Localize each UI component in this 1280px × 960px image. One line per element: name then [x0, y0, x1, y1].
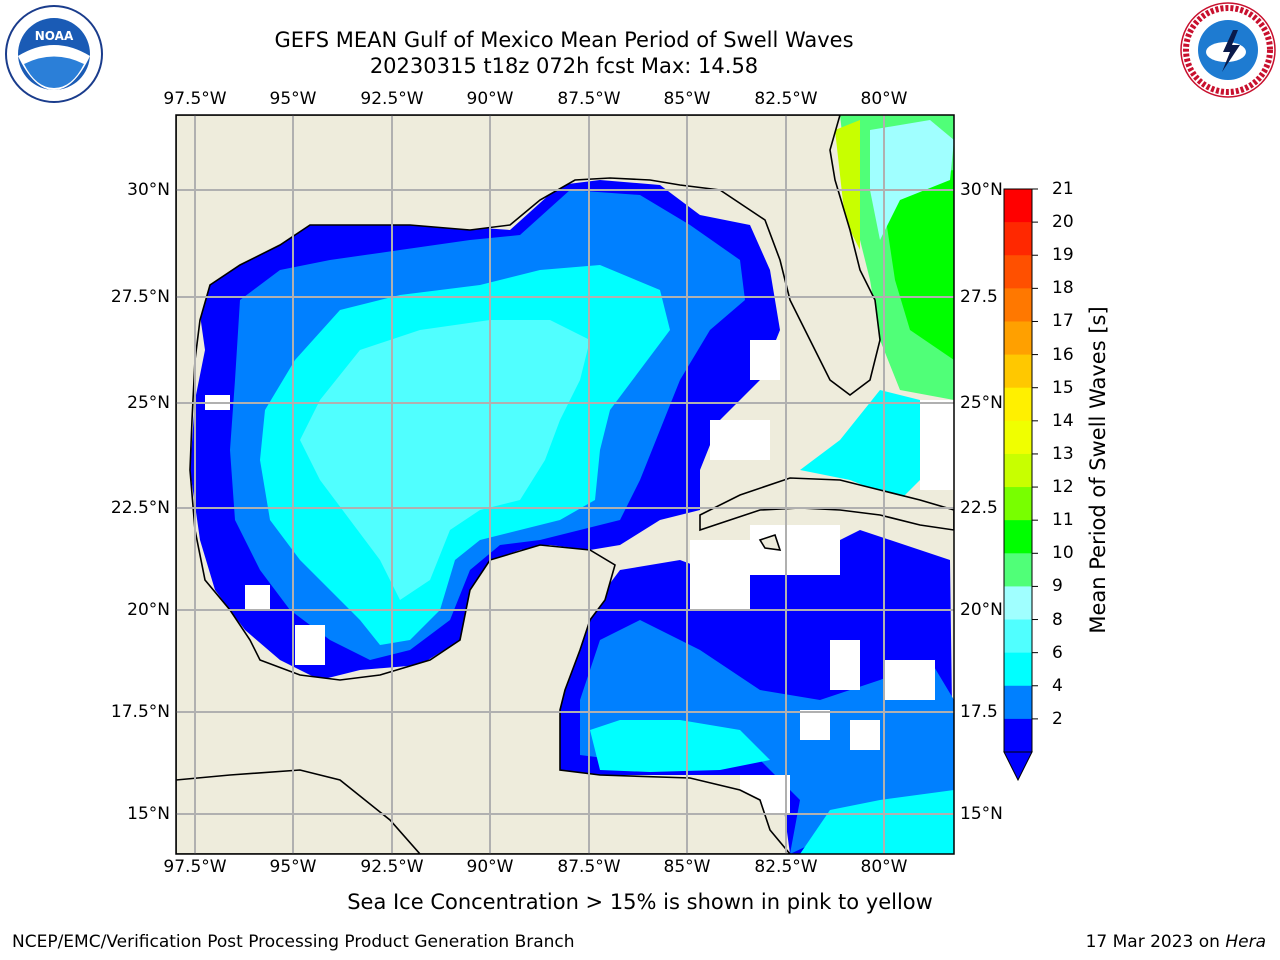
graticule: [176, 115, 954, 854]
lon-tick-bottom-85W: 85°W: [663, 857, 711, 877]
lat-tick-left-15N: 15°N: [127, 804, 170, 824]
colorbar-tick-label: 19: [1052, 245, 1074, 266]
lon-tick-top-80W: 80°W: [860, 89, 908, 109]
colorbar-tick-label: 13: [1052, 443, 1074, 464]
map-area: [176, 115, 954, 854]
caribbean-cyan: [590, 720, 770, 772]
sea-ice-note: Sea Ice Concentration > 15% is shown in …: [347, 890, 933, 914]
colorbar-segment: [1004, 520, 1032, 554]
lon-tick-bottom-87.5W: 87.5°W: [557, 857, 621, 877]
lat-tick-left-17.5N: 17.5°N: [110, 702, 170, 722]
noaa-logo-text: NOAA: [35, 29, 74, 43]
lon-tick-top-95W: 95°W: [269, 89, 317, 109]
colorbar-tick-label: 6: [1052, 642, 1063, 663]
lat-tick-right-27.5: 27.5: [960, 287, 998, 307]
lat-tick-right-30N: 30°N: [960, 180, 1003, 200]
lon-tick-top-87.5W: 87.5°W: [557, 89, 621, 109]
colorbar-tick-label: 14: [1052, 410, 1074, 431]
colorbar-tick-label: 10: [1052, 543, 1074, 564]
colorbar-frame: [1003, 188, 1033, 753]
colorbar-segment: [1004, 718, 1032, 753]
colorbar-tick-label: 8: [1052, 609, 1063, 630]
map-frame: [175, 114, 955, 855]
atlantic-cyan: [870, 120, 954, 240]
colorbar-segment: [1004, 619, 1032, 654]
colorbar-tick-label: 4: [1052, 675, 1063, 696]
colorbar-segment: [1004, 652, 1032, 687]
gulf-center: [300, 320, 590, 600]
lat-tick-right-15N: 15°N: [960, 804, 1003, 824]
lat-tick-right-17.5: 17.5: [960, 702, 998, 722]
lon-tick-top-85W: 85°W: [663, 89, 711, 109]
colorbar-segment: [1004, 586, 1032, 621]
lon-tick-bottom-97.5W: 97.5°W: [163, 857, 227, 877]
colorbar-segment: [1004, 255, 1032, 289]
lat-tick-left-27.5N: 27.5°N: [110, 287, 170, 307]
lon-tick-bottom-90W: 90°W: [466, 857, 514, 877]
lat-tick-left-25N: 25°N: [127, 393, 170, 413]
host-name: Hera: [1225, 932, 1266, 952]
chart-subtitle: 20230315 t18z 072h fcst Max: 14.58: [369, 54, 759, 78]
lon-tick-bottom-92.5W: 92.5°W: [360, 857, 424, 877]
lat-tick-left-30N: 30°N: [127, 180, 170, 200]
lon-tick-top-82.5W: 82.5°W: [754, 89, 818, 109]
lon-tick-top-90W: 90°W: [466, 89, 514, 109]
lat-tick-right-20N: 20°N: [960, 600, 1003, 620]
date-stamp: 17 Mar 2023 on Hera: [1086, 932, 1266, 952]
colorbar-tick-label: 12: [1052, 477, 1074, 498]
lon-tick-bottom-82.5W: 82.5°W: [754, 857, 818, 877]
lat-tick-left-20N: 20°N: [127, 600, 170, 620]
date-text: 17 Mar 2023 on: [1085, 932, 1226, 952]
colorbar-segment: [1004, 453, 1032, 488]
colorbar-segment: [1004, 288, 1032, 322]
colorbar-extend-arrow: [1003, 751, 1033, 782]
noaa-logo: NOAA: [5, 5, 103, 103]
colorbar-tick-label: 15: [1052, 377, 1074, 398]
caribbean-south-cyan: [800, 790, 954, 854]
lat-tick-right-22.5: 22.5: [960, 498, 998, 518]
lat-tick-left-22.5N: 22.5°N: [110, 498, 170, 518]
lon-tick-top-97.5W: 97.5°W: [163, 89, 227, 109]
colorbar-segment: [1004, 387, 1032, 422]
caribbean-mid: [580, 620, 954, 854]
lon-tick-bottom-95W: 95°W: [269, 857, 317, 877]
coastlines: [176, 115, 954, 854]
lon-tick-bottom-80W: 80°W: [860, 857, 908, 877]
lon-tick-top-92.5W: 92.5°W: [360, 89, 424, 109]
colorbar-tick-label: 20: [1052, 212, 1074, 233]
colorbar-tick-label: 17: [1052, 311, 1074, 332]
colorbar-tick-label: 16: [1052, 344, 1074, 365]
lat-tick-right-25N: 25°N: [960, 393, 1003, 413]
chart-title: GEFS MEAN Gulf of Mexico Mean Period of …: [274, 28, 854, 52]
colorbar-tick-marks: [1032, 188, 1038, 720]
colorbar-segment: [1004, 553, 1032, 587]
colorbar-tick-label: 21: [1052, 179, 1074, 199]
straits-band: [800, 390, 930, 500]
no-data-patches: [205, 340, 954, 815]
colorbar-label: Mean Period of Swell Waves [s]: [1086, 306, 1110, 634]
colorbar: [1004, 189, 1032, 753]
colorbar-segment: [1004, 321, 1032, 356]
colorbar-segment: [1004, 189, 1032, 223]
colorbar-segment: [1004, 420, 1032, 455]
atlantic-yellowgreen: [835, 120, 860, 250]
colorbar-segment: [1004, 354, 1032, 389]
atlantic-lime: [880, 170, 954, 360]
colorbar-tick-label: 2: [1052, 708, 1063, 729]
colorbar-segment: [1004, 222, 1032, 256]
colorbar-tick-label: 18: [1052, 278, 1074, 299]
colorbar-segment: [1004, 685, 1032, 720]
colorbar-segment: [1004, 487, 1032, 521]
nws-logo: [1180, 2, 1276, 98]
colorbar-tick-label: 9: [1052, 576, 1063, 597]
colorbar-tick-label: 11: [1052, 510, 1074, 531]
credit-text: NCEP/EMC/Verification Post Processing Pr…: [12, 932, 575, 952]
